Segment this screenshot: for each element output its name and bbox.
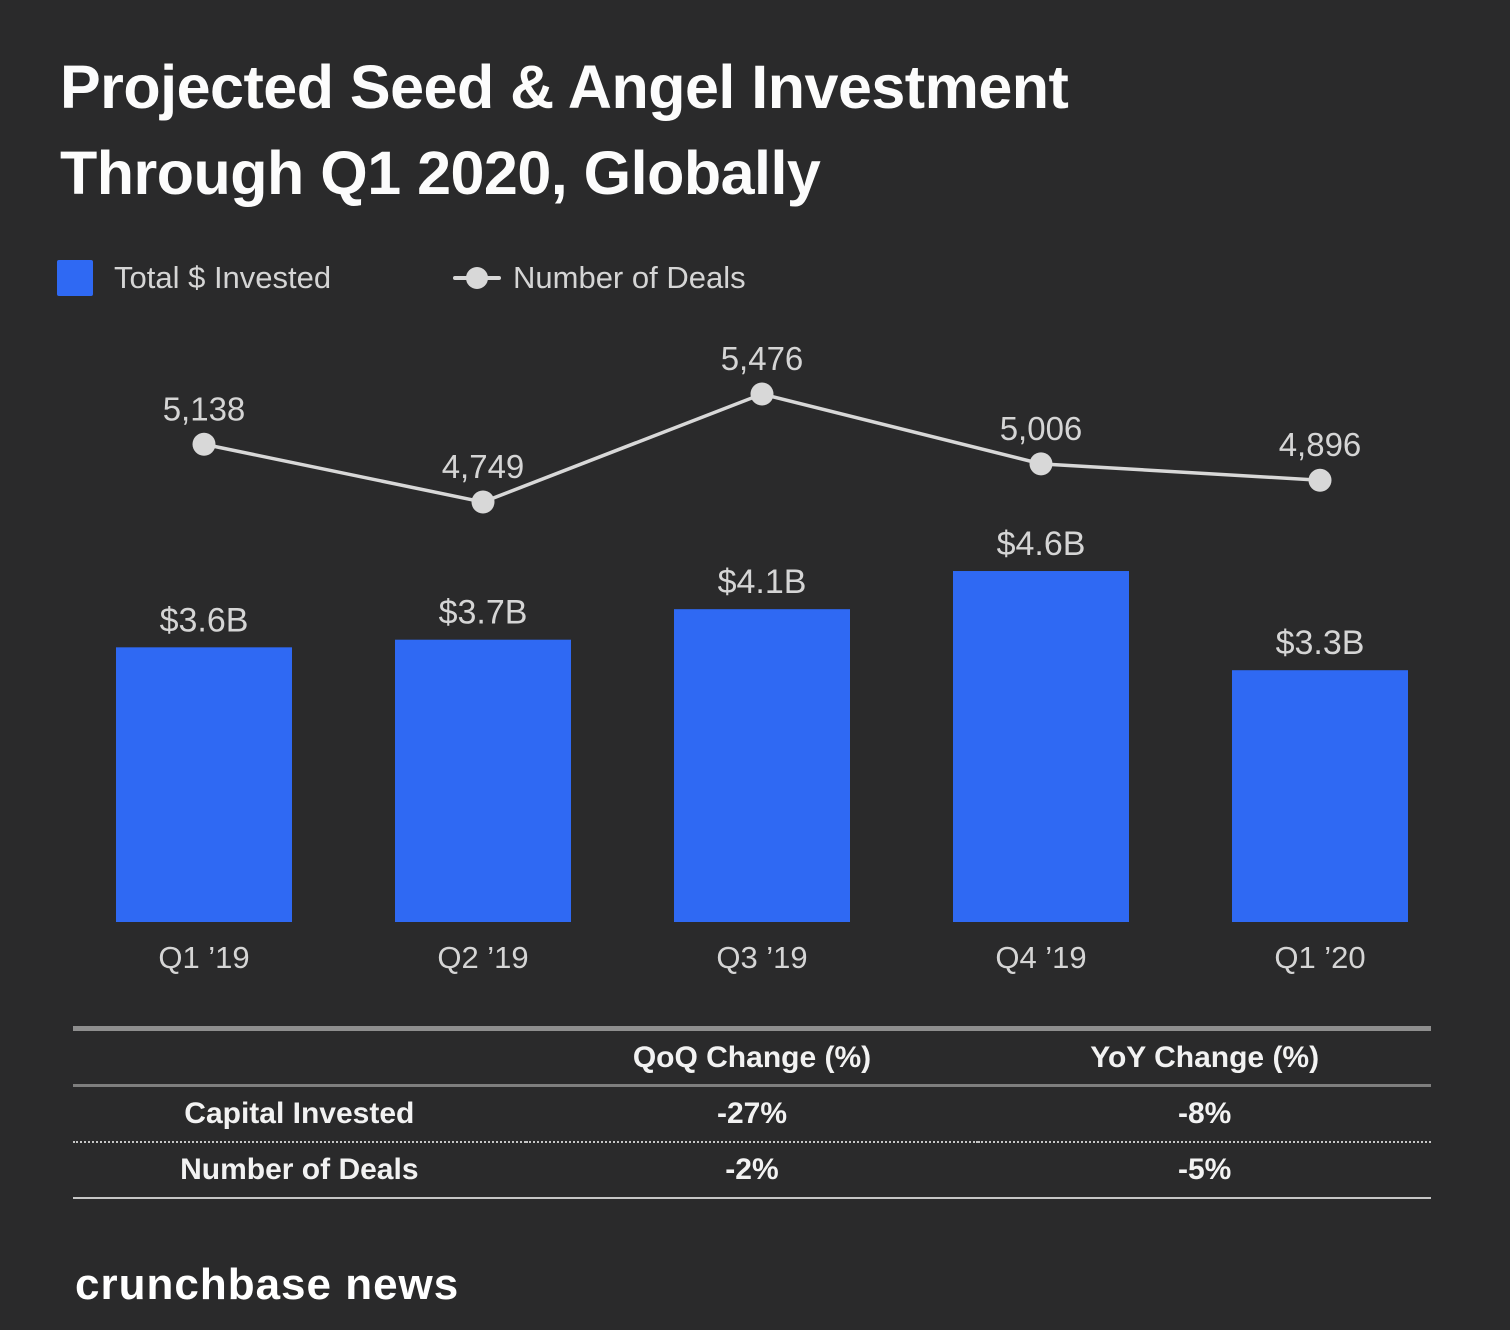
bar-value-label: $4.1B [718, 563, 807, 601]
deal-point [1029, 452, 1053, 476]
crunchbase-news-logo: crunchbase news [75, 1260, 460, 1309]
legend-label-number-of-deals: Number of Deals [513, 260, 746, 295]
x-axis-label: Q4 ’19 [995, 940, 1086, 975]
row-label: Capital Invested [184, 1096, 415, 1130]
legend-item-number-of-deals: Number of Deals [453, 258, 746, 298]
bar-value-label: $3.3B [1276, 624, 1365, 662]
table-header-empty [73, 1029, 526, 1086]
line-dot-icon [453, 260, 501, 296]
chart-title-line1: Projected Seed & Angel Investment [60, 53, 1069, 121]
table-header-qoq: QoQ Change (%) [632, 1040, 872, 1074]
deal-point [192, 432, 216, 456]
chart-title: Projected Seed & Angel Investment Through… [60, 44, 1420, 216]
bar [395, 639, 571, 922]
bar [116, 647, 292, 922]
table-row-number-of-deals: Number of Deals -2% -5% [73, 1141, 1431, 1198]
combo-chart: $3.6B Q1 ’19 $3.7B Q2 ’19 $4.1B Q3 ’19 $4.6B Q4… [116, 340, 1408, 975]
bar-value-label: $3.6B [160, 601, 249, 639]
legend-label-total-invested: Total $ Invested [114, 260, 332, 295]
bar [674, 609, 850, 922]
bar-value-label: $4.6B [997, 525, 1086, 563]
deal-point [1308, 468, 1332, 492]
yoy-value: -8% [1177, 1096, 1232, 1130]
summary-table: QoQ Change (%) YoY Change (%) Capital In… [73, 1026, 1431, 1199]
deal-point [471, 490, 495, 514]
row-label: Number of Deals [180, 1152, 419, 1186]
bar-value-label: $3.7B [439, 594, 528, 632]
summary-table-wrap: QoQ Change (%) YoY Change (%) Capital In… [73, 1026, 1431, 1199]
deal-value-label: 5,138 [163, 390, 246, 427]
deal-value-label: 5,476 [721, 340, 804, 377]
deal-value-label: 5,006 [1000, 410, 1083, 447]
x-axis-label: Q3 ’19 [716, 940, 807, 975]
chart-title-line2: Through Q1 2020, Globally [60, 139, 821, 207]
qoq-value: -27% [716, 1096, 787, 1130]
table-header-yoy: YoY Change (%) [1090, 1040, 1320, 1074]
yoy-value: -5% [1177, 1152, 1232, 1186]
x-axis-label: Q1 ’20 [1274, 940, 1365, 975]
x-axis-label: Q1 ’19 [158, 940, 249, 975]
deal-value-label: 4,749 [442, 448, 525, 485]
deal-point [750, 382, 774, 406]
table-header-row: QoQ Change (%) YoY Change (%) [73, 1029, 1431, 1086]
legend-item-total-invested: Total $ Invested [57, 258, 331, 298]
legend: Total $ Invested Number of Deals [0, 258, 1510, 298]
x-axis-label: Q2 ’19 [437, 940, 528, 975]
deals-line [203, 392, 1321, 504]
deal-value-label: 4,896 [1279, 426, 1362, 463]
bar-swatch-icon [57, 260, 93, 296]
qoq-value: -2% [725, 1152, 779, 1186]
bar [1232, 670, 1408, 922]
bar [953, 571, 1129, 922]
table-row-capital-invested: Capital Invested -27% -8% [73, 1086, 1431, 1142]
